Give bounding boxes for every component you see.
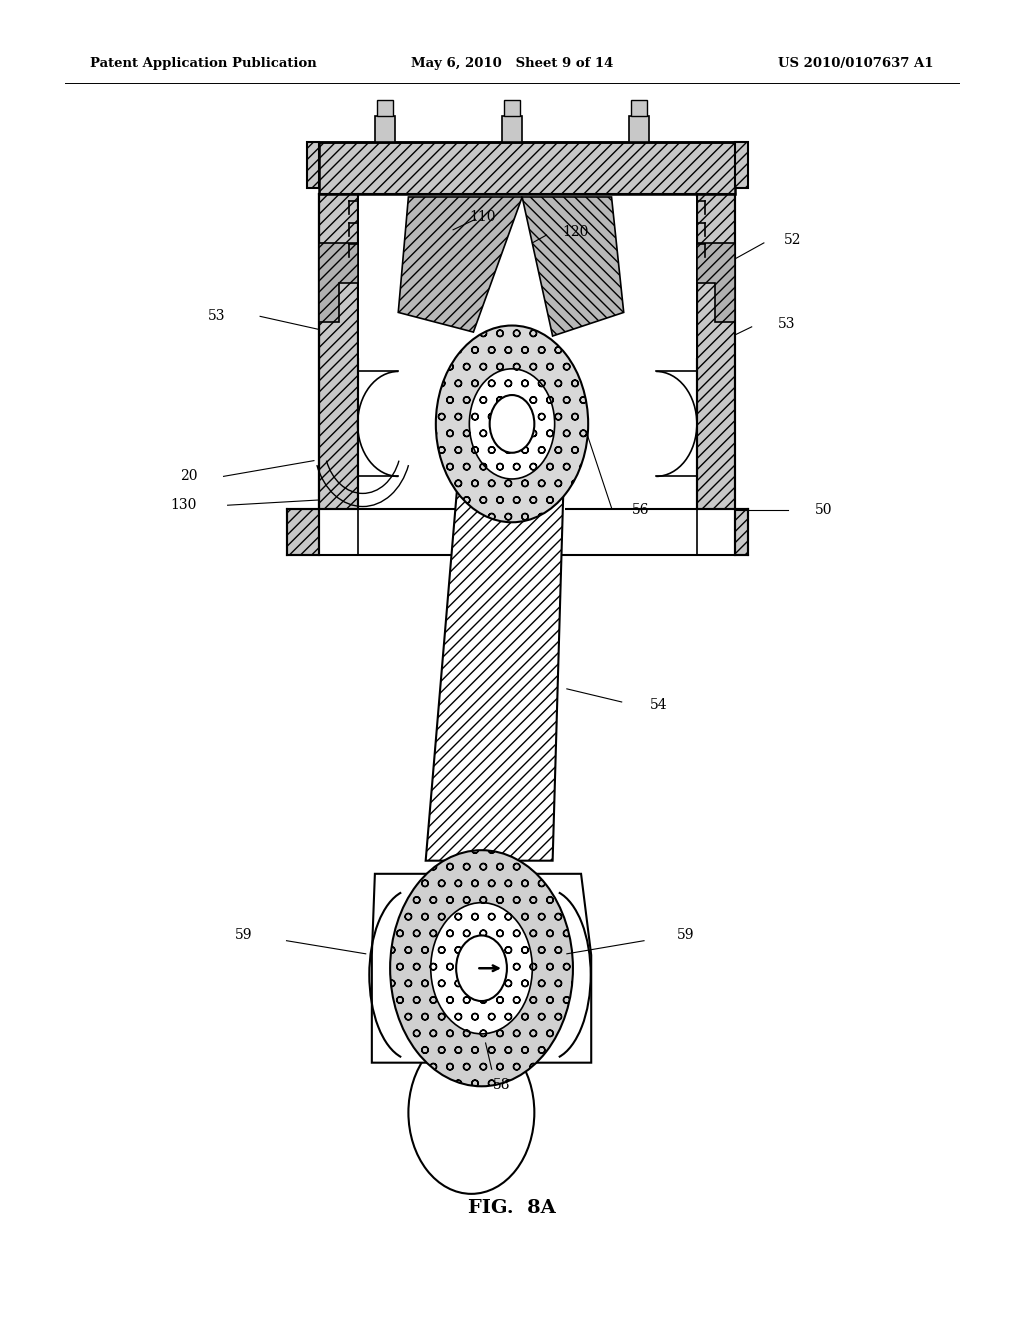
Text: 59: 59 bbox=[677, 928, 694, 942]
Bar bbox=[735, 141, 748, 187]
Text: May 6, 2010   Sheet 9 of 14: May 6, 2010 Sheet 9 of 14 bbox=[411, 57, 613, 70]
Circle shape bbox=[436, 326, 588, 523]
Bar bbox=[319, 194, 357, 510]
Polygon shape bbox=[426, 440, 565, 861]
Bar bbox=[631, 100, 647, 116]
Text: 53: 53 bbox=[208, 309, 225, 323]
Bar bbox=[357, 194, 697, 510]
Circle shape bbox=[431, 903, 532, 1034]
Bar bbox=[697, 194, 735, 510]
Polygon shape bbox=[398, 197, 522, 333]
Polygon shape bbox=[522, 197, 624, 337]
Bar bbox=[504, 100, 520, 116]
Bar bbox=[502, 116, 522, 141]
Bar bbox=[629, 116, 649, 141]
Text: US 2010/0107637 A1: US 2010/0107637 A1 bbox=[778, 57, 934, 70]
Text: Patent Application Publication: Patent Application Publication bbox=[90, 57, 317, 70]
Bar bbox=[319, 141, 735, 194]
Polygon shape bbox=[319, 243, 357, 322]
Bar bbox=[319, 510, 735, 556]
Bar bbox=[358, 197, 696, 358]
Bar bbox=[735, 510, 748, 556]
Polygon shape bbox=[372, 874, 591, 1063]
Text: 59: 59 bbox=[234, 928, 252, 942]
Bar bbox=[287, 510, 319, 556]
Bar bbox=[377, 100, 393, 116]
Polygon shape bbox=[461, 440, 565, 523]
Polygon shape bbox=[697, 243, 735, 322]
Text: 58: 58 bbox=[494, 1078, 511, 1092]
Circle shape bbox=[489, 395, 535, 453]
Circle shape bbox=[456, 936, 507, 1001]
Text: 54: 54 bbox=[650, 697, 668, 711]
Bar bbox=[307, 141, 319, 187]
Text: 130: 130 bbox=[171, 498, 198, 512]
Text: 56: 56 bbox=[632, 503, 649, 517]
Text: FIG.  8A: FIG. 8A bbox=[468, 1200, 556, 1217]
Bar bbox=[375, 116, 395, 141]
Text: 50: 50 bbox=[815, 503, 833, 517]
Circle shape bbox=[469, 368, 555, 479]
Text: 120: 120 bbox=[563, 226, 589, 239]
Circle shape bbox=[390, 850, 573, 1086]
Text: 52: 52 bbox=[784, 234, 802, 247]
Circle shape bbox=[409, 1031, 535, 1193]
Text: 20: 20 bbox=[179, 470, 198, 483]
Text: 110: 110 bbox=[469, 210, 496, 223]
Text: 53: 53 bbox=[778, 317, 796, 331]
